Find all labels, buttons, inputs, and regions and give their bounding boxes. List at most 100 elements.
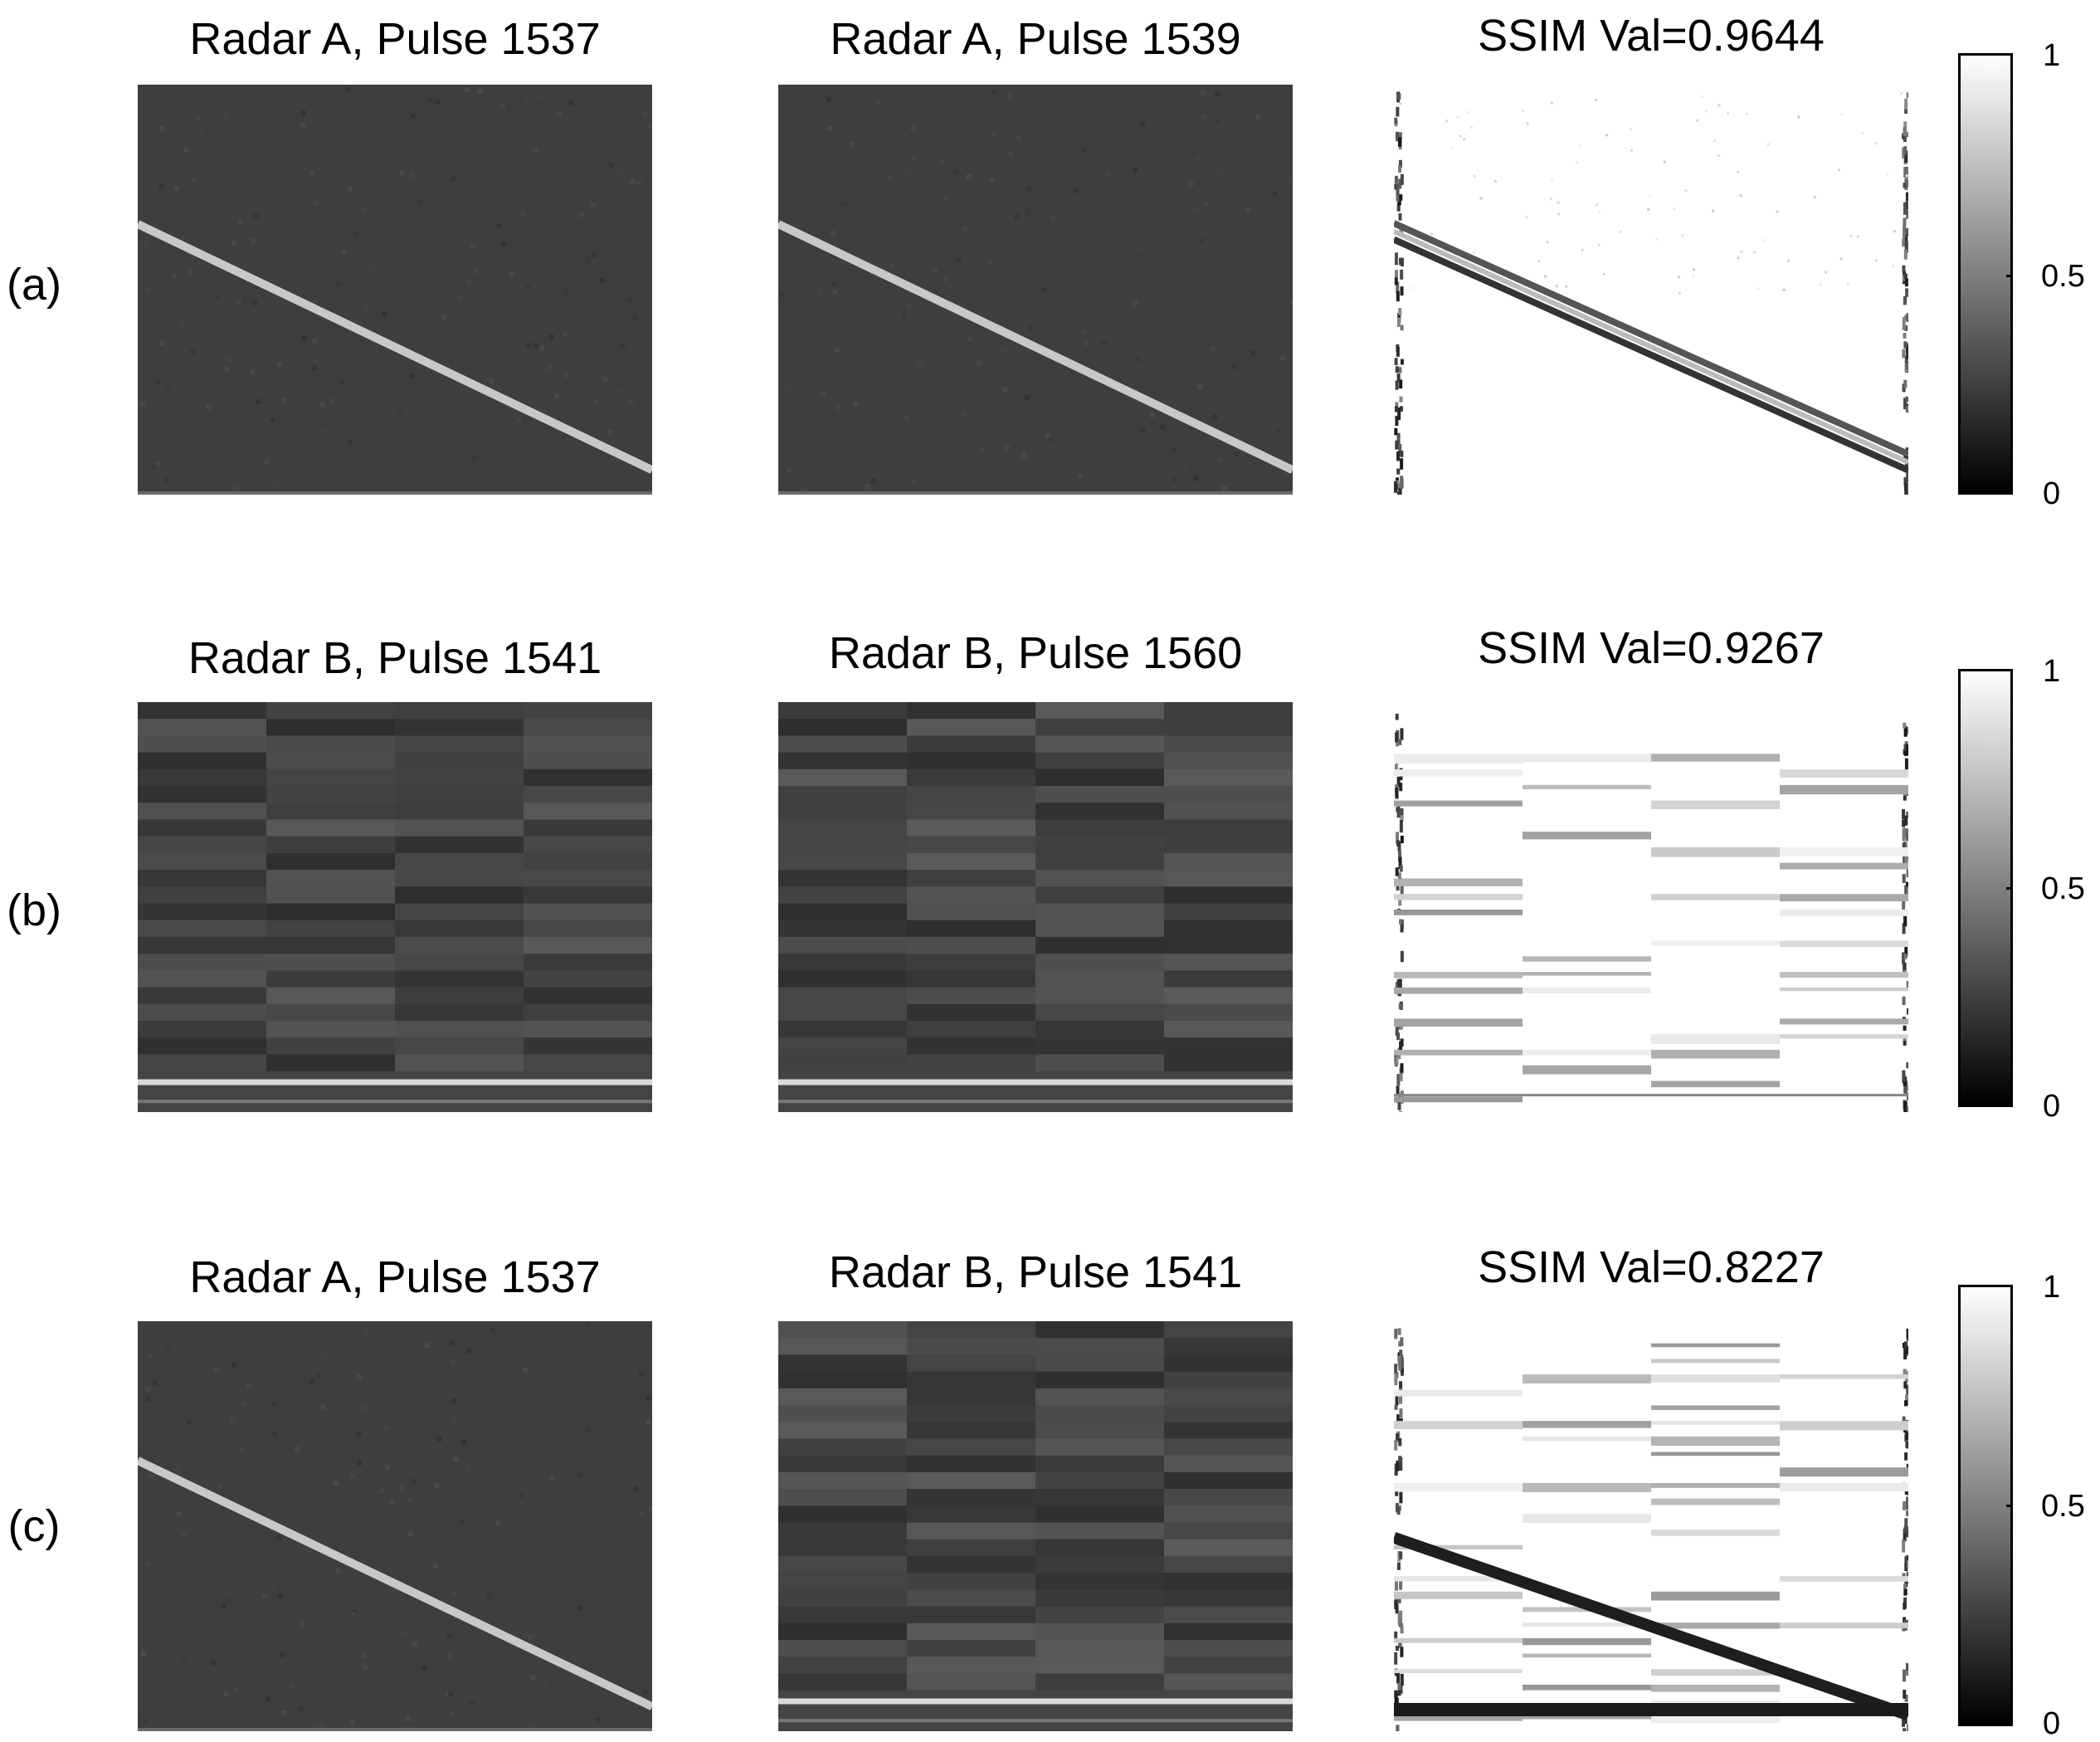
noise-speckle (918, 359, 923, 364)
texture-speckle (1430, 232, 1433, 235)
noise-speckle (878, 460, 883, 465)
code-segment (1035, 1004, 1165, 1022)
noise-speckle (406, 1716, 411, 1721)
edge-speckle (1398, 1359, 1401, 1371)
noise-speckle (835, 397, 840, 402)
panel-c-ssim (1394, 1328, 1908, 1731)
edge-speckle (1395, 1581, 1398, 1590)
noise-speckle (239, 1447, 244, 1452)
code-segment (778, 837, 908, 854)
code-segment (778, 954, 908, 971)
noise-speckle (1078, 473, 1083, 478)
texture-speckle (1685, 189, 1688, 192)
colorbar-a-tick-0: 0 (2043, 476, 2060, 512)
code-segment (1164, 1589, 1293, 1607)
code-segment (1164, 1556, 1293, 1574)
edge-speckle (1902, 1539, 1905, 1553)
noise-speckle (324, 1354, 329, 1359)
code-segment (138, 970, 267, 988)
code-segment (1035, 1438, 1165, 1456)
texture-speckle (1847, 282, 1849, 285)
code-segment (907, 1472, 1036, 1490)
edge-speckle (1396, 107, 1399, 117)
structure-band (1780, 1421, 1908, 1430)
code-segment (266, 837, 396, 854)
structure-band (1651, 1421, 1780, 1425)
edge-speckle (1400, 476, 1403, 489)
code-segment (907, 1607, 1036, 1624)
code-segment (778, 803, 908, 820)
noise-speckle (321, 423, 326, 428)
structure-band (1651, 1344, 1780, 1348)
structure-band (1394, 988, 1523, 994)
code-segment (138, 803, 267, 820)
noise-speckle (1172, 477, 1177, 482)
edge-speckle (1400, 270, 1403, 280)
code-segment (1164, 1489, 1293, 1506)
noise-speckle (787, 468, 792, 473)
code-segment (138, 954, 267, 971)
noise-speckle (199, 324, 204, 329)
structure-band (1780, 972, 1908, 978)
noise-speckle (904, 415, 909, 420)
noise-speckle (787, 199, 792, 204)
noise-speckle (189, 324, 194, 329)
code-segment (1035, 1523, 1165, 1540)
noise-speckle (917, 349, 922, 354)
noise-speckle (548, 1681, 553, 1686)
edge-speckle (1905, 759, 1908, 771)
texture-speckle (1692, 274, 1694, 276)
noise-speckle (1088, 447, 1093, 452)
noise-speckle (641, 1612, 646, 1617)
noise-speckle (1021, 422, 1026, 427)
noise-speckle (640, 1511, 645, 1516)
noise-speckle (1102, 341, 1107, 346)
structure-band (1651, 1405, 1780, 1409)
noise-speckle (509, 164, 514, 169)
noise-speckle (436, 409, 441, 414)
edge-speckle (1904, 99, 1908, 110)
code-segment (907, 1489, 1036, 1506)
texture-speckle (1712, 210, 1714, 212)
code-segment (266, 904, 396, 921)
noise-speckle (356, 1432, 361, 1437)
noise-speckle (1157, 446, 1162, 451)
edge-speckle (1400, 397, 1403, 403)
edge-speckle (1903, 380, 1907, 388)
noise-speckle (1084, 341, 1089, 346)
edge-speckle (1400, 866, 1403, 872)
code-segment (1035, 1054, 1165, 1071)
edge-speckle (1396, 347, 1400, 357)
code-segment (778, 1388, 908, 1406)
edge-speckle (1399, 1551, 1402, 1559)
edge-speckle (1397, 491, 1401, 495)
texture-speckle (1776, 210, 1778, 212)
noise-speckle (399, 171, 404, 176)
code-segment (778, 1338, 908, 1355)
noise-speckle (797, 95, 802, 100)
texture-speckle (1399, 102, 1401, 105)
code-segment (1164, 1338, 1293, 1355)
noise-speckle (942, 237, 947, 242)
structure-band (1651, 1452, 1780, 1457)
code-segment (1035, 1037, 1165, 1055)
edge-speckle (1906, 193, 1908, 202)
texture-speckle (1544, 276, 1547, 278)
code-segment (1035, 1607, 1165, 1624)
code-segment (907, 853, 1036, 871)
noise-speckle (281, 1710, 286, 1715)
noise-speckle (324, 261, 329, 266)
code-segment (907, 1321, 1036, 1339)
code-segment (266, 735, 396, 753)
texture-speckle (1893, 230, 1896, 232)
noise-speckle (404, 1631, 409, 1636)
noise-speckle (548, 364, 553, 369)
code-segment (1164, 1573, 1293, 1590)
noise-speckle (244, 1622, 249, 1627)
noise-speckle (517, 418, 522, 423)
edge-speckle (1397, 317, 1401, 327)
noise-speckle (412, 1642, 417, 1647)
texture-speckle (1701, 95, 1703, 98)
noise-speckle (227, 427, 231, 432)
noise-speckle (318, 1723, 323, 1728)
